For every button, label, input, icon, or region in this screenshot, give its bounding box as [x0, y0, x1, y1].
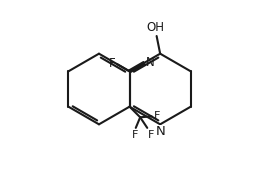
Text: F: F	[154, 111, 160, 121]
Text: N: N	[156, 125, 166, 138]
Text: F: F	[148, 130, 155, 140]
Text: F: F	[109, 57, 116, 70]
Text: F: F	[132, 130, 138, 140]
Text: OH: OH	[147, 21, 165, 34]
Text: N: N	[146, 56, 155, 69]
